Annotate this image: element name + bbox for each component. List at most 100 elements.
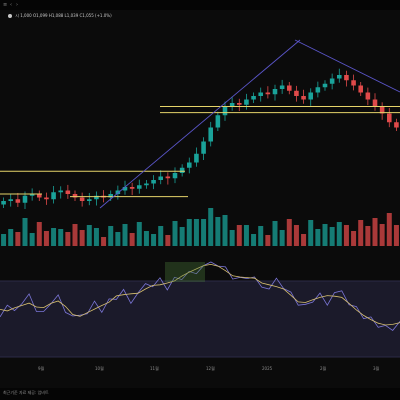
volume-bar: [358, 220, 364, 246]
volume-bar: [308, 220, 314, 246]
candle-body: [229, 103, 235, 107]
volume-bar: [165, 235, 171, 246]
candle-body: [72, 194, 78, 198]
volume-bar: [15, 232, 21, 246]
candle-body: [251, 96, 256, 100]
candles: [1, 68, 399, 210]
candle-body: [329, 78, 335, 84]
volume-bar: [72, 224, 78, 246]
x-axis-label: 11월: [150, 366, 159, 371]
volume-bar: [329, 227, 335, 246]
candle-body: [44, 197, 49, 200]
candle-body: [172, 173, 178, 179]
candle-body: [265, 92, 271, 95]
rsi-panel: [0, 281, 400, 357]
x-axis-label: 3월: [373, 366, 380, 371]
candle-body: [394, 122, 399, 128]
candle-body: [122, 187, 128, 191]
ohlc-legend: 시 1,000 O1,099 H1,088 L1,039 C1,055 (+1.…: [8, 13, 112, 19]
volume-bar: [279, 230, 285, 246]
candle-body: [144, 183, 149, 186]
candle-body: [58, 190, 63, 193]
volume-bar: [22, 218, 28, 246]
rising-trendline: [99, 39, 301, 209]
forward-icon[interactable]: ›: [16, 2, 18, 8]
volume-bar: [79, 230, 85, 246]
candle-body: [137, 185, 142, 189]
volume-bar: [208, 208, 214, 246]
volume-bar: [243, 225, 249, 246]
volume-bar: [172, 221, 178, 246]
rsi-line: [0, 261, 400, 331]
candle-body: [29, 194, 35, 196]
volume-bar: [108, 226, 114, 246]
volume-bar: [51, 228, 57, 246]
volume-bar: [215, 217, 221, 246]
volume-bar: [1, 234, 7, 246]
volume-bar: [122, 224, 128, 246]
volume-bar: [58, 229, 64, 246]
x-axis-label: 10월: [95, 366, 104, 371]
volume-bar: [322, 224, 328, 246]
volume-bar: [272, 221, 278, 246]
menu-icon[interactable]: ≡: [3, 2, 8, 8]
volume-bar: [151, 234, 157, 246]
falling-trendline: [294, 39, 400, 93]
candle-body: [94, 195, 99, 200]
volume-bar: [265, 235, 271, 246]
rsi-signal-line: [0, 263, 400, 326]
candle-body: [279, 85, 285, 89]
volume-bar: [372, 218, 378, 246]
candle-body: [165, 176, 171, 179]
candle-body: [322, 83, 328, 88]
candle-body: [308, 92, 313, 100]
volume-bar: [115, 232, 121, 246]
volume-bar: [258, 226, 264, 246]
candle-body: [222, 106, 228, 116]
volume-bar: [8, 229, 14, 246]
candle-body: [258, 92, 263, 96]
candle-body: [244, 99, 249, 105]
ohlc-legend-text: 시 1,000 O1,099 H1,088 L1,039 C1,055 (+1.…: [15, 13, 112, 18]
candle-body: [208, 127, 213, 142]
x-axis-label: 12월: [206, 366, 215, 371]
chart-footer: 최근기준 자료 제공: 업비트: [0, 388, 400, 400]
volume-bar: [229, 230, 235, 246]
volume-bar: [251, 234, 257, 246]
back-icon[interactable]: ‹: [10, 2, 12, 8]
candle-body: [22, 195, 28, 203]
candle-body: [15, 199, 21, 203]
volume-bar: [136, 222, 142, 246]
candle-body: [372, 99, 378, 107]
candle-body: [287, 85, 292, 91]
candle-body: [158, 176, 163, 180]
volume-bar: [336, 222, 342, 246]
candle-body: [115, 190, 121, 194]
candle-body: [387, 113, 392, 123]
candle-body: [51, 192, 56, 200]
volume-bar: [365, 226, 371, 246]
trendlines: [99, 39, 400, 209]
candle-body: [215, 115, 221, 128]
candle-body: [315, 87, 321, 93]
candle-body: [1, 201, 6, 205]
volume-bar: [129, 233, 135, 246]
candle-body: [87, 199, 92, 201]
candle-body: [151, 180, 156, 184]
candle-body: [351, 80, 356, 86]
volume-bars: [1, 208, 399, 246]
candle-body: [79, 197, 85, 201]
candle-body: [108, 194, 113, 198]
volume-bar: [315, 229, 321, 246]
candle-body: [365, 92, 371, 100]
volume-bar: [393, 225, 399, 246]
volume-bar: [286, 219, 292, 246]
rsi-overbought-zone: [165, 262, 205, 282]
candle-body: [294, 90, 299, 96]
legend-dot-icon: [8, 14, 12, 18]
candle-body: [37, 194, 42, 198]
candle-body: [344, 75, 349, 81]
volume-bar: [193, 219, 199, 246]
